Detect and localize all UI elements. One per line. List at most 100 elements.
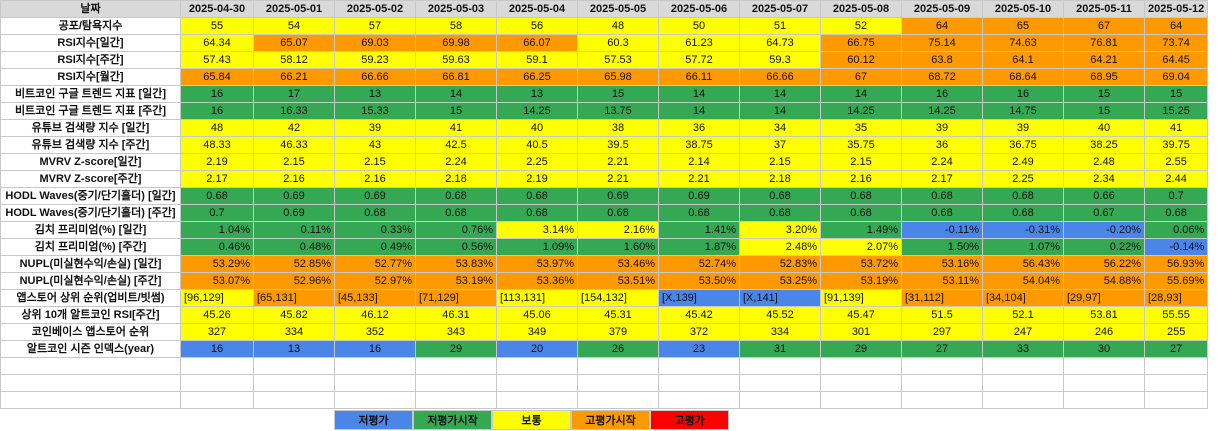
value-cell[interactable]: 51: [739, 17, 821, 35]
value-cell[interactable]: 69.03: [334, 34, 416, 52]
date-header-cell[interactable]: 2025-05-01: [253, 0, 335, 18]
value-cell[interactable]: 13: [253, 340, 335, 358]
value-cell[interactable]: 52.96%: [253, 272, 335, 290]
value-cell[interactable]: 14.25: [820, 102, 902, 120]
value-cell[interactable]: 2.14: [658, 153, 740, 171]
value-cell[interactable]: 61.23: [658, 34, 740, 52]
empty-cell[interactable]: [253, 374, 335, 392]
indicator-label-cell[interactable]: HODL Waves(중기/단기홀더) [일간]: [0, 187, 181, 205]
value-cell[interactable]: 53.97%: [496, 255, 578, 273]
value-cell[interactable]: 0.22%: [1063, 238, 1145, 256]
value-cell[interactable]: 66.21: [253, 68, 335, 86]
value-cell[interactable]: 38.75: [658, 136, 740, 154]
value-cell[interactable]: 54.88%: [1063, 272, 1145, 290]
value-cell[interactable]: 1.04%: [180, 221, 254, 239]
empty-cell[interactable]: [1063, 357, 1145, 375]
value-cell[interactable]: 2.15: [253, 153, 335, 171]
value-cell[interactable]: 64: [1143, 17, 1209, 35]
value-cell[interactable]: 0.68: [415, 204, 497, 222]
value-cell[interactable]: 0.7: [1143, 187, 1209, 205]
value-cell[interactable]: 52.97%: [334, 272, 416, 290]
value-cell[interactable]: 56.22%: [1063, 255, 1145, 273]
value-cell[interactable]: 0.68: [901, 187, 983, 205]
value-cell[interactable]: 65.84: [180, 68, 254, 86]
value-cell[interactable]: 56.43%: [982, 255, 1064, 273]
value-cell[interactable]: -0.20%: [1063, 221, 1145, 239]
value-cell[interactable]: 0.68: [982, 187, 1064, 205]
empty-cell[interactable]: [982, 391, 1064, 409]
value-cell[interactable]: 1.50%: [901, 238, 983, 256]
value-cell[interactable]: 15: [415, 102, 497, 120]
value-cell[interactable]: 52.74%: [658, 255, 740, 273]
header-label-cell[interactable]: 날짜: [0, 0, 181, 18]
date-header-cell[interactable]: 2025-05-12: [1143, 0, 1209, 18]
empty-cell[interactable]: [0, 374, 181, 392]
value-cell[interactable]: 0.68: [658, 204, 740, 222]
value-cell[interactable]: 0.49%: [334, 238, 416, 256]
value-cell[interactable]: 38.25: [1063, 136, 1145, 154]
value-cell[interactable]: 0.68: [180, 187, 254, 205]
indicator-label-cell[interactable]: 유튜브 검색량 지수 [일간]: [0, 119, 181, 137]
empty-cell[interactable]: [1063, 374, 1145, 392]
value-cell[interactable]: 55: [180, 17, 254, 35]
value-cell[interactable]: 1.41%: [658, 221, 740, 239]
value-cell[interactable]: 42: [253, 119, 335, 137]
value-cell[interactable]: [28,93]: [1143, 289, 1209, 307]
value-cell[interactable]: 343: [415, 323, 497, 341]
value-cell[interactable]: 0.69: [658, 187, 740, 205]
indicator-label-cell[interactable]: NUPL(미실현수익/손실) [일간]: [0, 255, 181, 273]
empty-cell[interactable]: [415, 391, 497, 409]
value-cell[interactable]: 14: [658, 85, 740, 103]
value-cell[interactable]: 334: [739, 323, 821, 341]
value-cell[interactable]: 14: [739, 85, 821, 103]
value-cell[interactable]: 68.72: [901, 68, 983, 86]
value-cell[interactable]: 73.74: [1143, 34, 1209, 52]
value-cell[interactable]: 52.77%: [334, 255, 416, 273]
date-header-cell[interactable]: 2025-04-30: [180, 0, 254, 18]
empty-cell[interactable]: [253, 357, 335, 375]
value-cell[interactable]: 74.63: [982, 34, 1064, 52]
indicator-label-cell[interactable]: 비트코인 구글 트렌드 지표 [일간]: [0, 85, 181, 103]
empty-cell[interactable]: [901, 391, 983, 409]
value-cell[interactable]: 14.25: [901, 102, 983, 120]
value-cell[interactable]: 2.07%: [820, 238, 902, 256]
value-cell[interactable]: 0.68: [820, 204, 902, 222]
empty-cell[interactable]: [901, 374, 983, 392]
empty-cell[interactable]: [496, 391, 578, 409]
indicator-label-cell[interactable]: 김치 프리미엄(%) [일간]: [0, 221, 181, 239]
value-cell[interactable]: 66.25: [496, 68, 578, 86]
value-cell[interactable]: 2.16: [334, 170, 416, 188]
value-cell[interactable]: 352: [334, 323, 416, 341]
value-cell[interactable]: 2.55: [1143, 153, 1209, 171]
value-cell[interactable]: 31: [739, 340, 821, 358]
value-cell[interactable]: 64.21: [1063, 51, 1145, 69]
value-cell[interactable]: 53.19%: [415, 272, 497, 290]
value-cell[interactable]: 349: [496, 323, 578, 341]
value-cell[interactable]: 53.07%: [180, 272, 254, 290]
value-cell[interactable]: 16.33: [253, 102, 335, 120]
value-cell[interactable]: 2.15: [334, 153, 416, 171]
empty-cell[interactable]: [739, 391, 821, 409]
value-cell[interactable]: 57: [334, 17, 416, 35]
value-cell[interactable]: 247: [982, 323, 1064, 341]
value-cell[interactable]: 0.33%: [334, 221, 416, 239]
value-cell[interactable]: 16: [901, 85, 983, 103]
value-cell[interactable]: 53.83%: [415, 255, 497, 273]
value-cell[interactable]: 2.17: [180, 170, 254, 188]
value-cell[interactable]: 1.07%: [982, 238, 1064, 256]
value-cell[interactable]: 2.16: [820, 170, 902, 188]
empty-cell[interactable]: [658, 391, 740, 409]
value-cell[interactable]: [96,129]: [180, 289, 254, 307]
value-cell[interactable]: 46.31: [415, 306, 497, 324]
value-cell[interactable]: 66.07: [496, 34, 578, 52]
value-cell[interactable]: [65,131]: [253, 289, 335, 307]
value-cell[interactable]: 40: [1063, 119, 1145, 137]
value-cell[interactable]: 59.3: [739, 51, 821, 69]
date-header-cell[interactable]: 2025-05-09: [901, 0, 983, 18]
value-cell[interactable]: 40: [496, 119, 578, 137]
value-cell[interactable]: 64.73: [739, 34, 821, 52]
value-cell[interactable]: 40.5: [496, 136, 578, 154]
value-cell[interactable]: 45.06: [496, 306, 578, 324]
value-cell[interactable]: 1.09%: [496, 238, 578, 256]
value-cell[interactable]: 54.04%: [982, 272, 1064, 290]
